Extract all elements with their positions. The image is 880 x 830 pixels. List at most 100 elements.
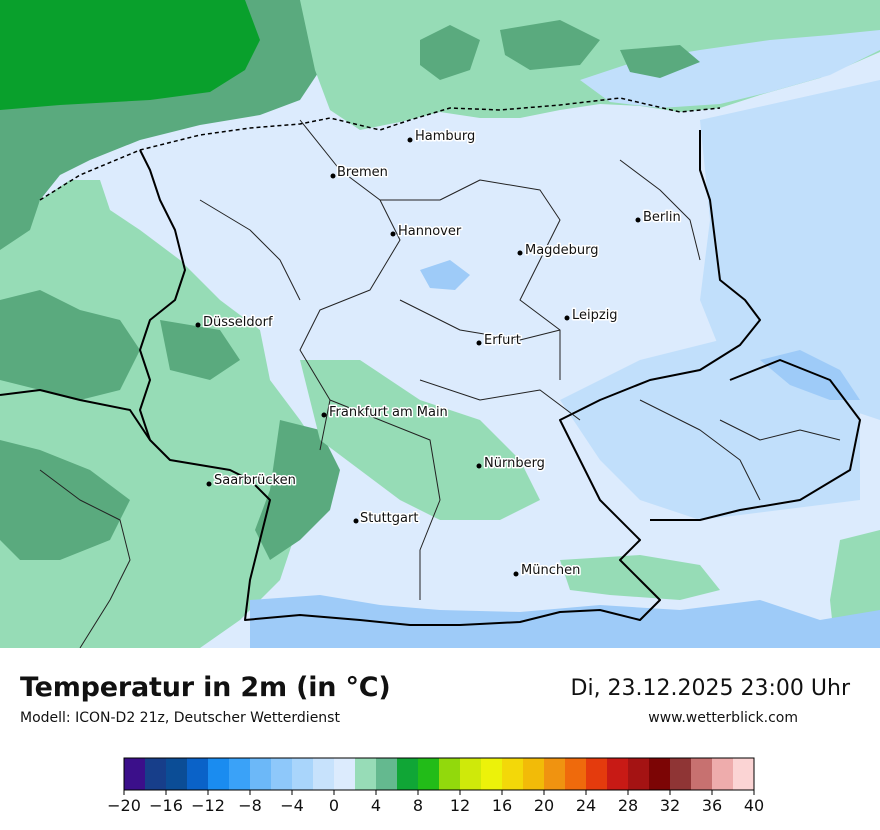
city-dot (206, 481, 212, 487)
city-label: Leipzig (572, 308, 618, 323)
legend-swatch (166, 758, 188, 790)
alps-blue (250, 595, 880, 648)
city-label: Erfurt (484, 333, 521, 348)
legend-swatch (523, 758, 545, 790)
legend-tick-label: 4 (371, 796, 381, 815)
legend-tick-label: −16 (149, 796, 183, 815)
legend-swatch (271, 758, 293, 790)
city-dot (476, 463, 482, 469)
legend-swatch (229, 758, 251, 790)
city-bremen[interactable]: Bremen (330, 164, 389, 182)
city-dot (407, 137, 413, 143)
denmark-islands (420, 20, 700, 80)
legend-tick-label: −8 (238, 796, 262, 815)
color-legend: −20 −16 −12 −8 −4 0 4 8 12 16 20 24 28 32 36 40 (107, 757, 764, 815)
city-muenchen[interactable]: München (513, 562, 582, 580)
legend-swatch (649, 758, 671, 790)
eastern-europe-blue (700, 80, 880, 420)
legend-swatch (355, 758, 377, 790)
hesse-green (300, 360, 540, 520)
legend-swatch (292, 758, 314, 790)
legend-tick-label: 32 (660, 796, 680, 815)
country-borders (0, 130, 861, 626)
bavaria-green-patch (560, 555, 720, 600)
harz-cold-patch (420, 260, 860, 400)
legend-tick-label: 16 (492, 796, 512, 815)
legend-swatch (145, 758, 167, 790)
city-label: München (521, 563, 580, 578)
legend-swatch (607, 758, 629, 790)
legend-swatch (397, 758, 419, 790)
city-nuernberg[interactable]: Nürnberg (476, 455, 546, 473)
belgium-dark-green (0, 290, 240, 560)
city-dot (635, 217, 641, 223)
legend-swatch (208, 758, 230, 790)
rhine-valley-green (255, 420, 340, 560)
legend-frame (123, 757, 755, 791)
city-label: Berlin (643, 210, 681, 225)
legend-tick-label: 12 (450, 796, 470, 815)
legend-tick-label: −4 (280, 796, 304, 815)
legend-swatch (313, 758, 335, 790)
city-label: Hamburg (415, 129, 475, 144)
city-label: Frankfurt am Main (329, 405, 448, 420)
regional-borders (39, 119, 841, 648)
legend-swatch (586, 758, 608, 790)
legend-swatch (460, 758, 482, 790)
city-dot (517, 250, 523, 256)
legend-swatch (733, 758, 755, 790)
legend-swatch (502, 758, 524, 790)
legend-swatch (481, 758, 503, 790)
city-label: Stuttgart (360, 511, 418, 526)
city-duesseldorf[interactable]: Düsseldorf (195, 314, 274, 332)
city-berlin[interactable]: Berlin (635, 209, 682, 227)
city-erfurt[interactable]: Erfurt (476, 332, 522, 350)
city-dot (330, 173, 336, 179)
legend-swatch (670, 758, 692, 790)
map-title: Temperatur in 2m (in °C) (20, 672, 391, 703)
city-label: Düsseldorf (203, 315, 273, 330)
legend-swatch (439, 758, 461, 790)
city-dot (353, 518, 359, 524)
legend-swatch (418, 758, 440, 790)
legend-swatch (565, 758, 587, 790)
website-link[interactable]: www.wetterblick.com (648, 710, 798, 726)
legend-tick-label: 36 (702, 796, 722, 815)
city-dot (513, 571, 519, 577)
legend-tick-label: 24 (576, 796, 596, 815)
city-magdeburg[interactable]: Magdeburg (517, 242, 600, 260)
legend-tick-label: 28 (618, 796, 638, 815)
city-dot (476, 340, 482, 346)
legend-tick-label: 20 (534, 796, 554, 815)
legend-tick-label: 8 (413, 796, 423, 815)
city-dot (321, 412, 327, 418)
legend-ticks: −20 −16 −12 −8 −4 0 4 8 12 16 20 24 28 32 36 40 (107, 790, 764, 815)
model-info: Modell: ICON-D2 21z, Deutscher Wetterdie… (20, 710, 340, 726)
legend-tick-label: 0 (329, 796, 339, 815)
legend-tick-label: −20 (107, 796, 141, 815)
legend-swatch (544, 758, 566, 790)
north-sea-warm-area (0, 0, 260, 110)
legend-swatch (250, 758, 272, 790)
baltic-sea-water (580, 30, 880, 108)
legend-swatch (628, 758, 650, 790)
city-stuttgart[interactable]: Stuttgart (353, 510, 420, 528)
legend-swatch (376, 758, 398, 790)
legend-tick-label: −12 (191, 796, 225, 815)
legend-swatch (712, 758, 734, 790)
valid-time: Di, 23.12.2025 23:00 Uhr (570, 676, 850, 701)
city-hannover[interactable]: Hannover (390, 223, 463, 241)
legend-tick-label: 40 (744, 796, 764, 815)
legend-swatch (124, 758, 146, 790)
temperature-map: Hamburg Bremen Berlin Hannover Magdeburg… (0, 0, 880, 648)
city-label: Hannover (398, 224, 462, 239)
city-saarbruecken[interactable]: Saarbrücken (206, 472, 297, 490)
city-markers: Hamburg Bremen Berlin Hannover Magdeburg… (195, 128, 682, 580)
city-dot (195, 322, 201, 328)
city-frankfurt[interactable]: Frankfurt am Main (321, 404, 449, 422)
city-dot (564, 315, 570, 321)
city-label: Nürnberg (484, 456, 545, 471)
city-leipzig[interactable]: Leipzig (564, 307, 619, 325)
map-footer: Temperatur in 2m (in °C) Modell: ICON-D2… (0, 648, 880, 830)
city-hamburg[interactable]: Hamburg (407, 128, 477, 146)
